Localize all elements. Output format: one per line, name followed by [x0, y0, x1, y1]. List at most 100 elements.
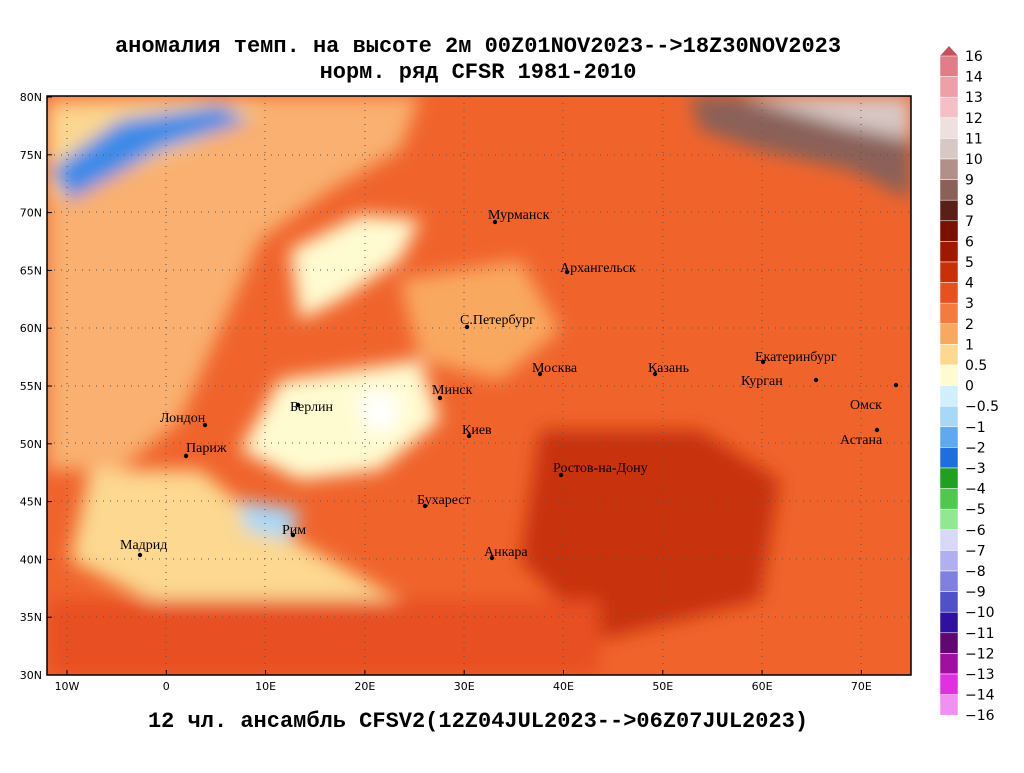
city-dot [437, 395, 443, 401]
city-dot [202, 422, 208, 428]
colorbar-label: 7 [965, 214, 974, 230]
city-label: Рим [282, 523, 306, 538]
city-label: Мурманск [488, 208, 550, 223]
colorbar-box [939, 385, 959, 407]
lat-label: 70N [20, 207, 42, 220]
colorbar-box [939, 653, 959, 675]
colorbar-box [939, 261, 959, 283]
colorbar-label: −0.5 [965, 399, 999, 415]
city-label: Казань [648, 361, 689, 376]
lat-label: 55N [20, 380, 42, 393]
lon-label: 70E [851, 680, 872, 693]
city-dot [893, 382, 899, 388]
colorbar-box [939, 241, 959, 263]
colorbar-label: −8 [965, 564, 986, 580]
colorbar-label: −9 [965, 585, 986, 601]
colorbar-label: 5 [965, 255, 974, 271]
lat-label: 50N [20, 438, 42, 451]
colorbar-box [939, 611, 959, 634]
colorbar-box [939, 673, 959, 695]
colorbar-label: 4 [965, 276, 974, 292]
colorbar-box [939, 179, 959, 201]
colorbar-box [939, 76, 959, 98]
colorbar-label: −3 [965, 461, 986, 477]
colorbar-box [939, 550, 959, 572]
colorbar-label: −4 [965, 482, 986, 498]
city-dot [422, 503, 428, 509]
city-label: С.Петербург [460, 313, 535, 328]
colorbar-label: 12 [965, 111, 983, 127]
colorbar-box [939, 117, 959, 139]
title-line: норм. ряд CFSR 1981-2010 [320, 60, 637, 85]
lat-label: 80N [20, 91, 42, 104]
city-label: Москва [532, 361, 578, 376]
lon-label: 30E [454, 680, 475, 693]
city-dot [558, 472, 564, 478]
colorbar-label: 11 [965, 131, 983, 147]
colorbar-box [939, 282, 959, 304]
colorbar-label: −16 [965, 708, 995, 724]
colorbar-label: 9 [965, 173, 974, 189]
city-dot [537, 371, 543, 377]
colorbar-box [939, 591, 959, 613]
colorbar-label: 0 [965, 379, 974, 395]
colorbar-box [939, 220, 959, 242]
lon-label: 10W [55, 680, 80, 693]
lon-label: 0 [163, 680, 170, 693]
colorbar-label: −2 [965, 440, 986, 456]
city-label: Курган [741, 374, 783, 389]
city-label: Ростов-на-Дону [553, 461, 648, 476]
city-dot [137, 552, 143, 558]
lon-label: 40E [553, 680, 574, 693]
city-label: Омск [850, 398, 882, 413]
lat-label: 75N [20, 149, 42, 162]
city-label: Берлин [290, 400, 334, 415]
lon-label: 60E [752, 680, 773, 693]
city-dot [464, 324, 470, 330]
city-dot [652, 371, 658, 377]
colorbar-label: 6 [965, 234, 974, 250]
city-dot [295, 402, 301, 408]
colorbar-box [939, 529, 959, 551]
colorbar-box [939, 344, 959, 366]
city-label: Париж [186, 441, 227, 456]
colorbar-label: −10 [965, 605, 995, 621]
city-dot [492, 219, 498, 225]
colorbar-box [939, 96, 959, 119]
colorbar-label: −6 [965, 523, 986, 539]
colorbar-label: −13 [965, 667, 995, 683]
lat-label: 40N [20, 553, 42, 566]
lat-label: 65N [20, 264, 42, 277]
lon-label: 50E [652, 680, 673, 693]
city-label: Астана [840, 433, 883, 448]
colorbar-box [939, 302, 959, 325]
colorbar-cap [940, 46, 958, 56]
city-label: Киев [462, 423, 492, 438]
colorbar-label: 3 [965, 296, 974, 312]
colorbar-box [939, 158, 959, 180]
city-dot [564, 269, 570, 275]
colorbar-label: 14 [965, 70, 983, 86]
city-dot [760, 359, 766, 365]
colorbar-box [939, 199, 959, 222]
colorbar-label: −5 [965, 502, 986, 518]
city-dot [489, 555, 495, 561]
lon-label: 20E [354, 680, 375, 693]
lat-label: 30N [20, 669, 42, 682]
colorbar-box [939, 447, 959, 469]
footer: 12 чл. ансамбль CFSV2(12Z04JUL2023-->06Z… [148, 709, 808, 734]
lat-label: 60N [20, 322, 42, 335]
city-label: Лондон [160, 411, 206, 426]
colorbar-label: −11 [965, 626, 995, 642]
colorbar-label: 13 [965, 90, 983, 106]
colorbar-box [939, 632, 959, 654]
colorbar-label: −14 [965, 688, 995, 704]
city-label: Анкара [484, 545, 528, 560]
colorbar-label: 0.5 [965, 358, 987, 374]
city-label: Архангельск [560, 261, 636, 276]
colorbar-label: 16 [965, 49, 983, 65]
lat-label: 35N [20, 611, 42, 624]
title-line: аномалия темп. на высоте 2м 00Z01NOV2023… [115, 34, 841, 59]
city-dot [874, 427, 880, 433]
